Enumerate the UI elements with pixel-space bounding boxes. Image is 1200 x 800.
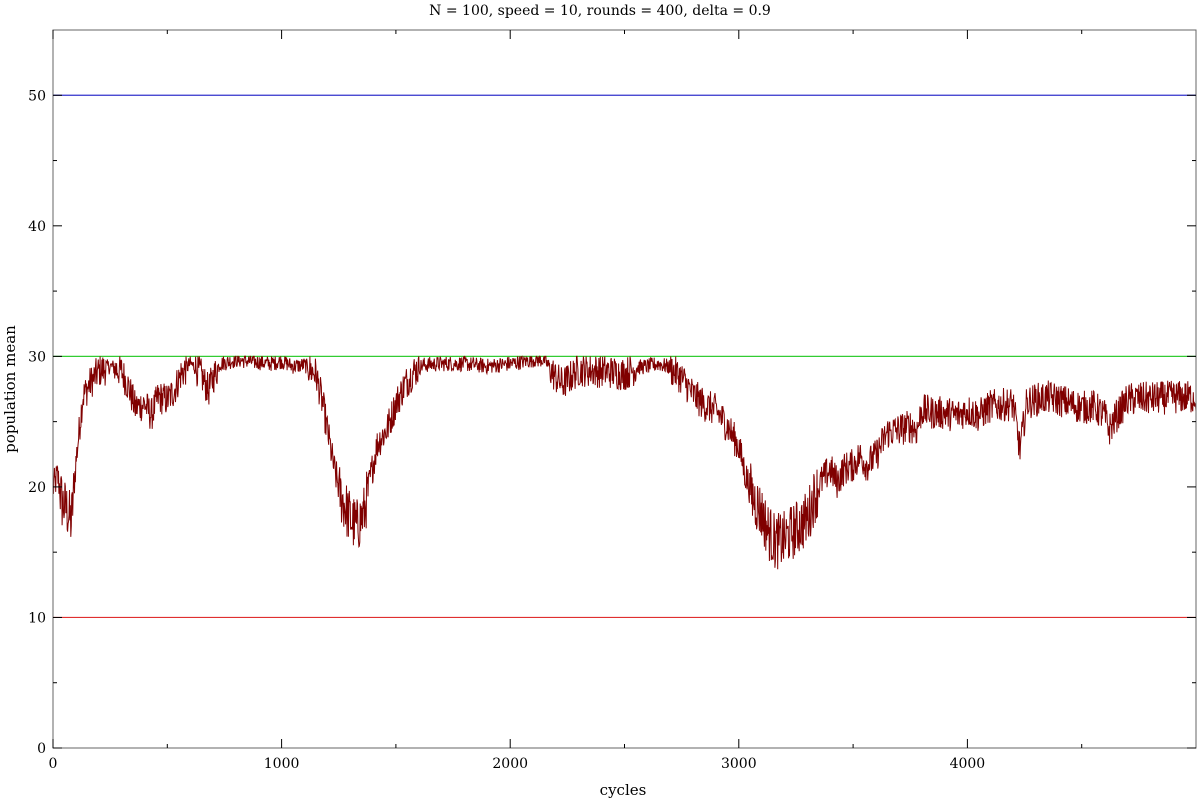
y-tick-label: 30 [28,349,46,365]
series-line-0 [52,355,1197,570]
reference-lines [53,94,1196,619]
x-tick-label: 2000 [492,756,528,772]
y-tick-label: 40 [28,219,46,235]
x-tick-label: 0 [49,756,58,772]
x-tick-label: 4000 [950,756,986,772]
x-tick-labels: 0 1000 2000 3000 4000 [49,756,986,772]
y-tick-label: 50 [28,88,46,104]
y-tick-label: 10 [28,610,46,626]
x-tick-label: 1000 [264,756,300,772]
tick-marks [52,30,1196,749]
y-tick-label: 20 [28,480,46,496]
data-series [52,355,1197,570]
y-axis-label: population mean [1,325,19,453]
y-tick-labels: 0 10 20 30 40 50 [28,88,46,757]
x-tick-label: 3000 [721,756,757,772]
chart-title: N = 100, speed = 10, rounds = 400, delta… [429,3,771,19]
x-axis-label: cycles [600,781,647,799]
y-tick-label: 0 [37,741,46,757]
